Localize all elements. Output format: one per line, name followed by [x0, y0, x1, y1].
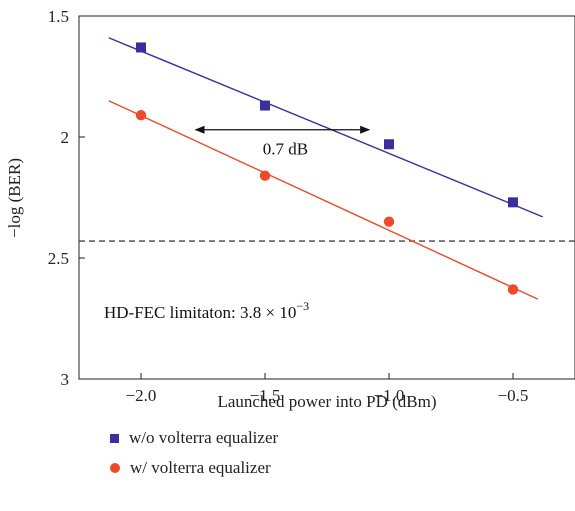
data-point-circle [135, 110, 147, 121]
data-point-circle [507, 284, 519, 295]
fit-line-series-0 [108, 37, 544, 218]
data-point-square [260, 100, 270, 111]
threshold-group: HD-FEC limitaton: 3.8 × 10−3 [79, 240, 575, 322]
x-tick-label: −1.5 [250, 386, 281, 405]
x-axis-title: Launched power into PD (dBm) [217, 392, 436, 411]
fit-lines [108, 37, 544, 300]
data-point-circle [259, 170, 271, 181]
legend-label: w/ volterra equalizer [130, 458, 271, 477]
y-tick-label: 1.5 [48, 7, 69, 26]
fit-line-series-1 [108, 100, 539, 300]
legend-label: w/o volterra equalizer [129, 428, 279, 447]
y-tick-label: 3 [61, 370, 70, 389]
hd-fec-label: HD-FEC limitaton: 3.8 × 10−3 [104, 299, 309, 322]
data-point-circle [383, 216, 395, 227]
legend-item-w-volterra: w/ volterra equalizer [110, 458, 271, 478]
x-tick-label: −1.0 [374, 386, 405, 405]
y-axis: 1.5 2 2.5 3 [48, 7, 85, 389]
legend-square-marker [110, 433, 119, 443]
x-tick-label: −2.0 [126, 386, 157, 405]
legend-item-wo-volterra: w/o volterra equalizer [110, 428, 278, 448]
gap-label: 0.7 dB [263, 140, 308, 159]
data-point-square [136, 42, 146, 53]
data-point-square [508, 197, 518, 208]
data-points [135, 42, 519, 295]
legend-circle-marker [110, 463, 120, 473]
y-tick-label: 2.5 [48, 249, 69, 268]
x-tick-label: −0.5 [498, 386, 529, 405]
gap-annotation: 0.7 dB [194, 125, 371, 159]
plot-frame [78, 15, 575, 380]
y-axis-title: −log (BER) [5, 158, 24, 238]
y-tick-label: 2 [61, 128, 70, 147]
x-axis: −2.0 −1.5 −1.0 −0.5 [126, 373, 529, 405]
data-point-square [384, 139, 394, 150]
